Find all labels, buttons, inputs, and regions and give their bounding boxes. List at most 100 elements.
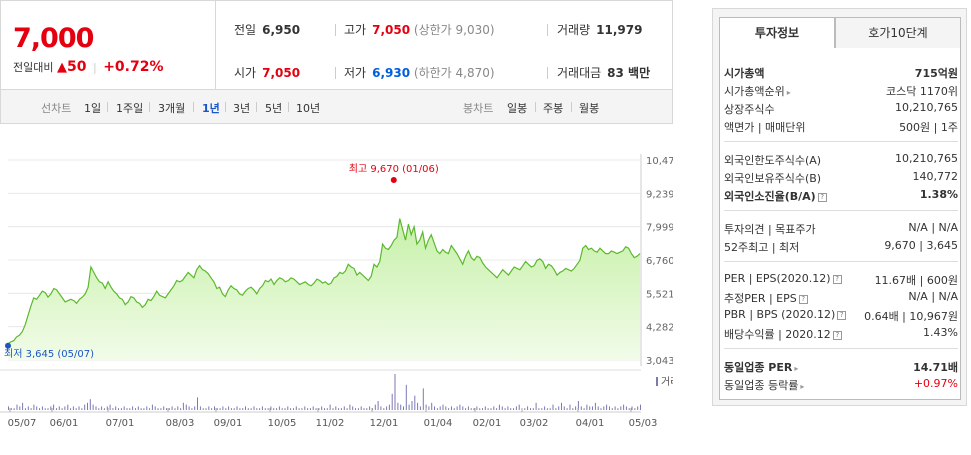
- volume-bar: [22, 402, 24, 410]
- y-tick-label: 7,999: [646, 223, 673, 234]
- arrow-right-icon[interactable]: ▸: [800, 382, 805, 391]
- row-per: PER | EPS(2020.12)? 11.67배 | 600원: [724, 272, 958, 287]
- volume-bar: [383, 408, 385, 410]
- volume-bar: [388, 404, 390, 410]
- volume-bar: [326, 408, 328, 410]
- x-tick-label: 09/01: [214, 418, 243, 429]
- volume-bar: [188, 406, 190, 410]
- min-point: [5, 342, 11, 349]
- volume-bar: [118, 408, 119, 410]
- price-stats: 전일 6,950 고가 7,050 (상한가 9,030) 거래량 11,979 시가…: [215, 0, 673, 90]
- volume-bar: [465, 408, 467, 410]
- volume-bar: [36, 406, 38, 410]
- volume-bar: [340, 408, 342, 410]
- arrow-right-icon[interactable]: ▸: [786, 88, 791, 97]
- volume-bar: [301, 408, 303, 410]
- volume-bar: [462, 406, 464, 410]
- volume-bar: [496, 408, 498, 410]
- volume-bar: [160, 408, 162, 410]
- volume-bar: [408, 404, 410, 410]
- volume-bar: [157, 408, 159, 410]
- volume-bar: [242, 408, 244, 410]
- volume-bar: [50, 406, 52, 410]
- volume-bar: [267, 408, 269, 410]
- volume-bar: [287, 406, 289, 410]
- volume-bar: [343, 406, 345, 410]
- stat-prev-close: 전일 6,950: [234, 23, 301, 37]
- help-icon[interactable]: ?: [837, 310, 847, 320]
- candle-monthly[interactable]: 월봉: [579, 102, 600, 115]
- volume-bar: [166, 408, 167, 410]
- volume-bar: [315, 408, 317, 410]
- volume-bar: [261, 406, 263, 410]
- period-1d[interactable]: 1일: [84, 102, 102, 115]
- volume-bar: [600, 408, 602, 410]
- volume-bar: [555, 408, 557, 410]
- volume-bar: [380, 406, 382, 410]
- volume-bar: [298, 408, 300, 410]
- help-icon[interactable]: ?: [817, 192, 827, 202]
- volume-bar: [103, 408, 105, 410]
- x-tick-label: 05/03: [629, 418, 658, 429]
- volume-bar: [637, 406, 639, 410]
- period-1y[interactable]: 1년: [202, 102, 220, 115]
- tab-quote-10[interactable]: 호가10단계: [835, 17, 961, 49]
- volume-bar: [532, 408, 534, 410]
- period-10y[interactable]: 10년: [296, 102, 321, 115]
- volume-bar: [208, 406, 210, 410]
- period-3y[interactable]: 3년: [233, 102, 251, 115]
- volume-bar: [451, 406, 452, 410]
- volume-bar: [538, 408, 540, 410]
- volume-bar: [115, 406, 117, 410]
- volume-bar: [527, 406, 529, 410]
- volume-bar: [53, 404, 55, 410]
- volume-bar: [270, 406, 272, 410]
- volume-bar: [205, 408, 207, 410]
- price-summary: 7,000 전일대비 ▲50 | +0.72%: [0, 0, 215, 90]
- volume-bar: [549, 408, 551, 410]
- period-3m[interactable]: 3개월: [158, 102, 186, 115]
- volume-bar: [575, 406, 577, 410]
- y-tick-label: 3,043: [646, 356, 673, 367]
- volume-bar: [510, 408, 512, 410]
- volume-bar: [101, 406, 103, 410]
- period-5y[interactable]: 5년: [265, 102, 283, 115]
- volume-bar: [132, 406, 134, 410]
- volume-bar: [177, 406, 179, 410]
- help-icon[interactable]: ?: [832, 330, 842, 340]
- volume-bar: [137, 406, 139, 410]
- volume-bar: [456, 406, 458, 410]
- volume-bar: [366, 408, 368, 410]
- volume-bar: [569, 404, 571, 410]
- arrow-right-icon[interactable]: ▸: [794, 364, 799, 373]
- volume-bar: [106, 406, 108, 410]
- volume-bar: [321, 406, 323, 410]
- volume-bar: [92, 404, 94, 410]
- up-triangle-icon: ▲: [56, 60, 67, 75]
- help-icon[interactable]: ?: [832, 274, 842, 284]
- candle-weekly[interactable]: 주봉: [543, 102, 564, 115]
- info-panel: 투자정보 호가10단계 시가총액 715억원 시가총액순위 ▸ 코스닥 1170위…: [712, 8, 967, 406]
- volume-bar: [211, 408, 213, 410]
- volume-bar: [428, 406, 430, 410]
- volume-bar: [594, 402, 596, 410]
- volume-bar: [10, 408, 12, 410]
- volume-bar: [191, 408, 193, 410]
- volume-bar: [58, 406, 60, 410]
- volume-bar: [61, 408, 63, 410]
- volume-bar: [278, 406, 280, 410]
- row-pbr: PBR | BPS (2020.12)? 0.64배 | 10,967원: [724, 308, 958, 323]
- volume-bar: [453, 408, 455, 410]
- help-icon[interactable]: ?: [798, 294, 808, 304]
- price-line: [7, 218, 641, 345]
- volume-bar: [202, 408, 204, 410]
- period-1w[interactable]: 1주일: [116, 102, 144, 115]
- volume-bar: [484, 406, 486, 410]
- volume-bar: [154, 406, 156, 410]
- volume-bar: [558, 406, 560, 410]
- volume-bar: [197, 397, 198, 410]
- tab-invest-info[interactable]: 투자정보: [719, 17, 835, 49]
- candle-daily[interactable]: 일봉: [507, 102, 528, 115]
- volume-bar: [304, 406, 306, 410]
- volume-bar: [182, 402, 184, 410]
